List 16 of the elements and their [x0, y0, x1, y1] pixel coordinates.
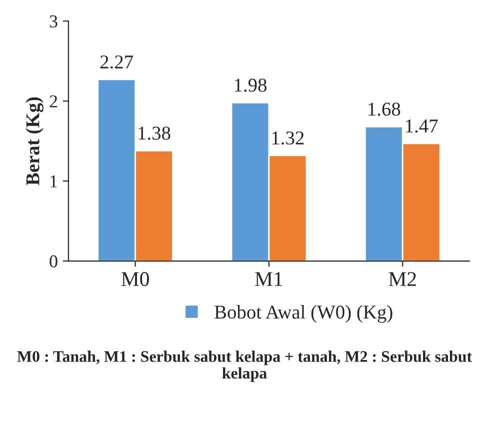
legend-label: Bobot Awal (W0) (Kg)	[214, 305, 392, 323]
data-label: 1.98	[234, 78, 267, 92]
x-tick-label: M2	[388, 272, 416, 286]
data-label: 1.47	[406, 120, 438, 133]
text: M0 : Tanah, M1 : Serbuk sabut kelapa + tanah, M2 : Serbuk sabut kelapa	[17, 350, 472, 382]
y-tick-label: 3	[50, 15, 58, 28]
y-tick-label: 1	[50, 175, 57, 188]
y-tick-label: 2	[50, 95, 58, 108]
data-label: 2.27	[100, 55, 134, 69]
y-tick-label: 0	[50, 255, 58, 268]
x-tick-label: M0	[121, 272, 149, 286]
data-label: 1.68	[368, 102, 400, 116]
y-axis-title: Berat (Kg)	[26, 97, 44, 186]
data-label: 1.38	[138, 126, 170, 140]
x-tick-label: M1	[255, 272, 282, 286]
data-label: 1.32	[272, 131, 304, 145]
